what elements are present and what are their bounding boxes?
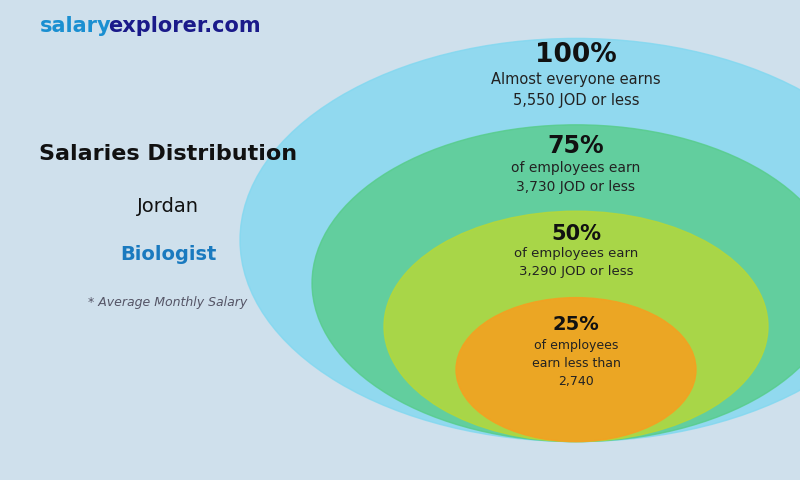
- Circle shape: [312, 125, 800, 442]
- Text: of employees earn: of employees earn: [511, 161, 641, 175]
- Circle shape: [456, 298, 696, 442]
- Text: 3,290 JOD or less: 3,290 JOD or less: [518, 264, 634, 278]
- Text: Salaries Distribution: Salaries Distribution: [39, 144, 297, 164]
- Text: of employees earn: of employees earn: [514, 247, 638, 260]
- Text: 25%: 25%: [553, 314, 599, 334]
- Text: 100%: 100%: [535, 42, 617, 68]
- Text: Almost everyone earns: Almost everyone earns: [491, 72, 661, 87]
- Circle shape: [240, 38, 800, 442]
- Text: 3,730 JOD or less: 3,730 JOD or less: [517, 180, 635, 194]
- Text: 2,740: 2,740: [558, 375, 594, 388]
- Text: of employees: of employees: [534, 339, 618, 352]
- Text: Jordan: Jordan: [137, 197, 199, 216]
- Text: explorer.com: explorer.com: [108, 16, 261, 36]
- Text: Biologist: Biologist: [120, 245, 216, 264]
- Circle shape: [384, 211, 768, 442]
- Text: earn less than: earn less than: [531, 357, 621, 371]
- Text: 5,550 JOD or less: 5,550 JOD or less: [513, 93, 639, 108]
- Text: * Average Monthly Salary: * Average Monthly Salary: [88, 296, 248, 309]
- Text: 50%: 50%: [551, 224, 601, 244]
- Text: salary: salary: [40, 16, 112, 36]
- Text: 75%: 75%: [548, 134, 604, 158]
